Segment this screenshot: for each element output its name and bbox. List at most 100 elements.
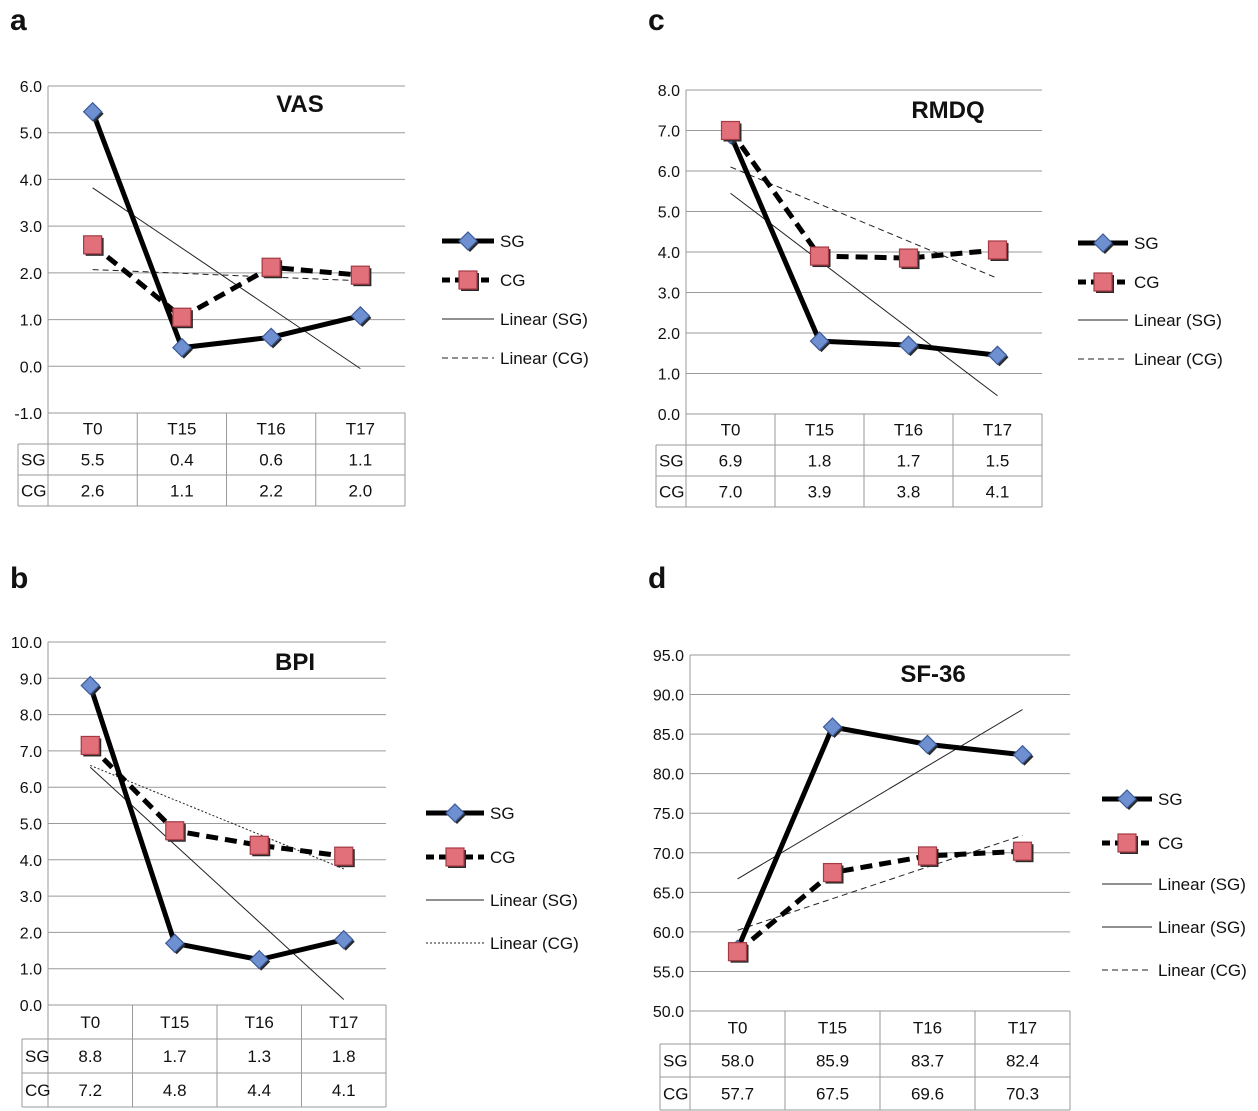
table-cell: 2.6 <box>81 482 105 501</box>
y-tick-label: 2.0 <box>20 266 42 283</box>
table-cell: 85.9 <box>816 1052 849 1071</box>
legend-label: Linear (SG) <box>1158 918 1246 937</box>
legend-label: CG <box>1158 834 1184 853</box>
table-row-header: SG <box>663 1052 688 1071</box>
table-cell: 0.4 <box>170 451 194 470</box>
x-tick-label: T15 <box>167 420 196 439</box>
data-point <box>350 305 371 326</box>
legend-label: Linear (CG) <box>500 349 589 368</box>
legend-label: Linear (CG) <box>1134 350 1223 369</box>
data-point <box>727 942 748 962</box>
table-cell: 2.2 <box>259 482 283 501</box>
table-row-header: SG <box>659 452 684 471</box>
x-tick-label: T17 <box>346 420 375 439</box>
data-point <box>809 331 830 351</box>
table-cell: 7.2 <box>78 1081 102 1100</box>
series-line <box>735 848 1023 954</box>
table-cell: 6.9 <box>719 452 743 471</box>
legend: SG CG Linear (SG) Linear (SG) Linear (CG) <box>1102 789 1247 980</box>
y-tick-label: 0.0 <box>20 998 42 1015</box>
y-tick-label: 3.0 <box>20 219 42 236</box>
legend-marker <box>458 270 478 290</box>
table-cell: 57.7 <box>721 1085 754 1104</box>
table-row-header: CG <box>659 483 685 502</box>
data-point <box>172 337 192 358</box>
table-cell: 3.8 <box>897 483 921 502</box>
table-cell: 1.5 <box>986 452 1010 471</box>
series-line <box>728 129 998 261</box>
table-cell: 4.4 <box>247 1081 271 1100</box>
y-tick-label: 5.0 <box>20 126 42 143</box>
data-point <box>172 307 192 327</box>
table-cell: 83.7 <box>911 1052 944 1071</box>
x-tick-label: T0 <box>80 1013 100 1032</box>
trendline <box>92 269 361 282</box>
legend: SG CG Linear (SG) Linear (CG) <box>426 803 579 953</box>
table-row-header: CG <box>663 1085 689 1104</box>
legend-label: CG <box>500 271 526 290</box>
y-tick-label: 2.0 <box>658 326 680 343</box>
y-tick-label: 50.0 <box>653 1004 684 1021</box>
y-tick-label: 90.0 <box>653 688 684 705</box>
legend-label: CG <box>1134 273 1160 292</box>
series-line <box>735 724 1023 951</box>
data-point <box>80 675 101 696</box>
table-cell: 58.0 <box>721 1052 754 1071</box>
x-tick-label: T17 <box>1008 1019 1037 1038</box>
table-cell: 70.3 <box>1006 1085 1039 1104</box>
table-cell: 4.1 <box>332 1081 356 1100</box>
panel-letter: a <box>10 4 27 37</box>
panel-letter: d <box>648 562 666 595</box>
data-point <box>83 235 103 255</box>
y-tick-label: 7.0 <box>20 744 42 761</box>
series-line <box>90 110 361 351</box>
panel-letter: b <box>10 562 28 595</box>
x-tick-label: T16 <box>913 1019 942 1038</box>
table-row-header: SG <box>25 1047 50 1066</box>
table-cell: 1.7 <box>897 452 921 471</box>
series-line <box>91 242 361 320</box>
y-tick-label: 7.0 <box>658 124 680 141</box>
legend-label: Linear (SG) <box>1134 311 1222 330</box>
y-tick-label: 1.0 <box>20 962 42 979</box>
y-tick-label: 9.0 <box>20 671 42 688</box>
chart-title: SF-36 <box>900 661 965 688</box>
chart-title: BPI <box>275 649 315 676</box>
legend: SG CG Linear (SG) Linear (CG) <box>442 231 589 368</box>
data-point <box>80 735 100 756</box>
data-point <box>334 846 354 866</box>
data-point <box>164 933 185 954</box>
legend-label: Linear (SG) <box>490 891 578 910</box>
data-point <box>987 240 1008 260</box>
y-tick-label: 5.0 <box>658 205 680 222</box>
x-tick-label: T16 <box>256 420 285 439</box>
x-tick-label: T15 <box>818 1019 847 1038</box>
y-tick-label: -1.0 <box>14 406 42 423</box>
legend-marker <box>1093 272 1113 292</box>
table-row-header: CG <box>25 1081 51 1100</box>
y-tick-label: 10.0 <box>11 635 42 652</box>
trendline <box>730 166 998 279</box>
table-cell: 1.7 <box>163 1047 187 1066</box>
legend-marker <box>1117 789 1137 809</box>
chart-title: VAS <box>276 91 324 118</box>
x-tick-label: T17 <box>983 421 1012 440</box>
x-tick-label: T0 <box>83 420 103 439</box>
table-cell: 0.6 <box>259 451 283 470</box>
table-cell: 1.1 <box>349 451 373 470</box>
x-tick-label: T0 <box>728 1019 748 1038</box>
legend-marker <box>1117 833 1137 853</box>
table-row-header: SG <box>21 451 46 470</box>
table-cell: 2.0 <box>349 482 373 501</box>
y-tick-label: 4.0 <box>20 172 42 189</box>
legend: SG CG Linear (SG) Linear (CG) <box>1078 233 1223 369</box>
trendline <box>730 192 998 397</box>
data-point <box>822 862 843 883</box>
y-tick-label: 2.0 <box>20 925 42 942</box>
table-cell: 1.8 <box>332 1047 356 1066</box>
x-tick-label: T16 <box>894 421 923 440</box>
data-point <box>917 846 938 866</box>
table-cell: 67.5 <box>816 1085 849 1104</box>
legend-label: Linear (CG) <box>1158 961 1247 980</box>
data-point <box>1012 841 1033 861</box>
